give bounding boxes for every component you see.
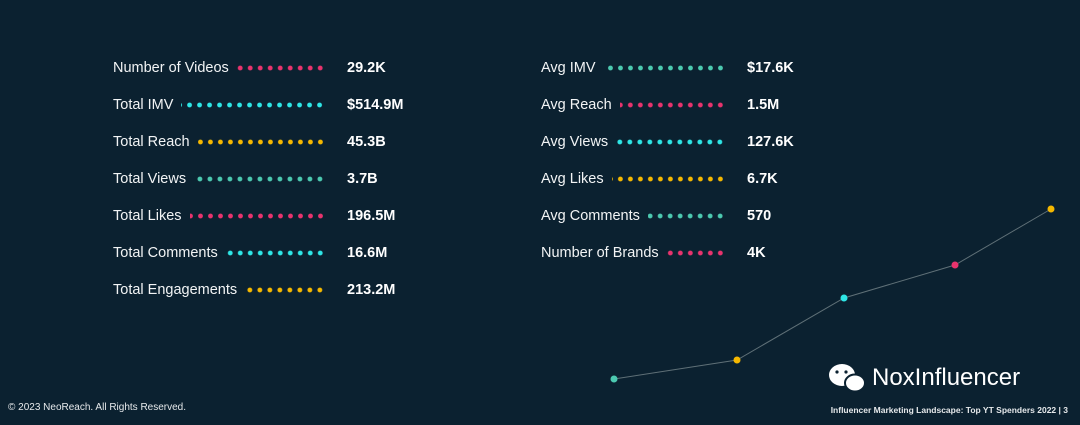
watermark: NoxInfluencer (872, 364, 1021, 391)
stat-row: Number of Brands 4K (541, 241, 766, 265)
copyright: © 2023 NeoReach. All Rights Reserved. (8, 402, 187, 413)
dot-leader (616, 137, 725, 147)
stat-lead: Total Comments (113, 245, 331, 261)
stat-label: Total Reach (113, 134, 190, 150)
stat-value: $514.9M (347, 97, 404, 113)
dot-leader (611, 174, 725, 184)
stat-row: Total Comments 16.6M (113, 241, 387, 265)
dot-leader (619, 100, 725, 110)
dot-leader (245, 285, 325, 295)
stat-value: 4K (747, 245, 766, 261)
stat-lead: Avg Views (541, 134, 731, 150)
stat-value: 45.3B (347, 134, 386, 150)
dot-leader (225, 248, 325, 258)
stat-lead: Total Engagements (113, 282, 331, 298)
stat-value: 29.2K (347, 60, 386, 76)
stat-row: Total Reach 45.3B (113, 130, 386, 154)
stat-label: Avg Views (541, 134, 609, 150)
stat-label: Avg Likes (541, 171, 604, 187)
page-info: Influencer Marketing Landscape: Top YT S… (830, 405, 1068, 415)
stat-label: Total Views (113, 171, 187, 187)
trend-point (840, 294, 848, 302)
stat-lead: Avg IMV (541, 60, 731, 76)
trend-point (610, 375, 618, 383)
stat-label: Number of Brands (541, 245, 659, 261)
stat-label: Total IMV (113, 97, 174, 113)
stat-lead: Avg Reach (541, 97, 731, 113)
stat-label: Total Comments (113, 245, 218, 261)
stat-value: 6.7K (747, 171, 778, 187)
trend-point (1047, 205, 1055, 213)
stat-value: 196.5M (347, 208, 396, 224)
stat-lead: Total IMV (113, 97, 331, 113)
stat-value: 3.7B (347, 171, 378, 187)
dot-leader (181, 100, 325, 110)
trend-point (733, 356, 741, 364)
trend-line (613, 208, 1052, 380)
trend-point (951, 261, 959, 269)
stat-row: Avg Comments 570 (541, 204, 771, 228)
dot-leader (603, 63, 725, 73)
stat-label: Number of Videos (113, 60, 229, 76)
stat-row: Number of Videos 29.2K (113, 56, 386, 80)
stat-row: Total Likes 196.5M (113, 204, 395, 228)
stat-row: Total Engagements 213.2M (113, 278, 395, 302)
dot-leader (647, 211, 725, 221)
stat-value: 570 (747, 208, 772, 224)
stat-label: Avg Comments (541, 208, 640, 224)
wechat-icon (829, 364, 866, 393)
stat-lead: Total Likes (113, 208, 331, 224)
stat-lead: Total Views (113, 171, 331, 187)
dot-leader (666, 248, 725, 258)
stat-label: Avg Reach (541, 97, 612, 113)
stat-label: Total Likes (113, 208, 182, 224)
stat-row: Avg IMV $17.6K (541, 56, 794, 80)
stat-value: 1.5M (747, 97, 780, 113)
stat-label: Total Engagements (113, 282, 238, 298)
stat-label: Avg IMV (541, 60, 596, 76)
dot-leader (236, 63, 325, 73)
stat-lead: Avg Comments (541, 208, 731, 224)
dot-leader (189, 211, 325, 221)
stat-lead: Number of Videos (113, 60, 331, 76)
stat-row: Total IMV $514.9M (113, 93, 403, 117)
stat-row: Avg Likes 6.7K (541, 167, 778, 191)
stat-value: $17.6K (747, 60, 794, 76)
stat-row: Total Views 3.7B (113, 167, 378, 191)
dot-leader (197, 137, 325, 147)
stat-row: Avg Reach 1.5M (541, 93, 779, 117)
stat-lead: Number of Brands (541, 245, 731, 261)
stat-row: Avg Views 127.6K (541, 130, 794, 154)
dot-leader (194, 174, 325, 184)
stat-value: 16.6M (347, 245, 388, 261)
stat-lead: Avg Likes (541, 171, 731, 187)
stat-value: 127.6K (747, 134, 794, 150)
stat-value: 213.2M (347, 282, 396, 298)
stat-lead: Total Reach (113, 134, 331, 150)
